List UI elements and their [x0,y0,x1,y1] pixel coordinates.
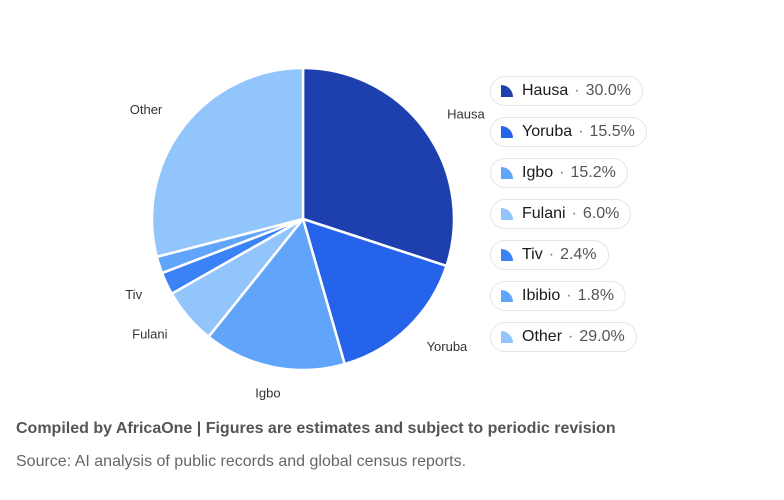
slice-label-hausa: Hausa [447,107,485,122]
legend-separator: · [559,164,565,181]
legend-item-tiv[interactable]: Tiv · 2.4% [490,240,609,270]
legend-value: 1.8% [577,287,615,304]
legend-row: Igbo · 15.2% [490,158,690,199]
legend-swatch-icon [501,208,513,220]
legend-value: 29.0% [579,328,625,345]
legend-item-yoruba[interactable]: Yoruba · 15.5% [490,117,647,147]
legend-value: 30.0% [585,82,631,99]
legend-label: Yoruba [522,123,573,140]
legend-value: 15.5% [589,123,635,140]
legend-swatch-icon [501,290,513,302]
pie-slice-labels: Hausa Yoruba Igbo Fulani Tiv Other [125,102,485,400]
pie-chart: Hausa Yoruba Igbo Fulani Tiv Other [125,66,485,401]
legend-row: Fulani · 6.0% [490,199,690,240]
legend-row: Tiv · 2.4% [490,240,690,281]
legend-value: 2.4% [560,246,597,263]
legend-swatch-icon [501,126,513,138]
legend-label: Ibibio [522,287,561,304]
legend-separator: · [571,205,577,222]
pie-slice-yoruba [301,217,448,366]
legend-swatch-icon [501,167,513,179]
legend-row: Ibibio · 1.8% [490,281,690,322]
legend-row: Other · 29.0% [490,322,690,363]
slice-label-tiv: Tiv [125,287,142,302]
legend-row: Yoruba · 15.5% [490,117,690,158]
legend-label: Tiv [522,246,543,263]
legend-separator: · [548,246,555,263]
legend-swatch-icon [501,331,513,343]
legend-label: Fulani [522,205,566,222]
slice-label-fulani: Fulani [132,326,168,341]
legend-item-hausa[interactable]: Hausa · 30.0% [490,76,643,106]
slice-label-igbo: Igbo [255,386,280,401]
legend-separator: · [568,328,574,345]
legend-label: Igbo [522,164,554,181]
slice-label-yoruba: Yoruba [427,339,468,354]
legend-swatch-icon [501,85,513,97]
legend-separator: · [574,82,580,99]
footer-compiled-note: Compiled by AfricaOne | Figures are esti… [16,420,616,437]
legend-item-igbo[interactable]: Igbo · 15.2% [490,158,628,188]
pie-slice-hausa [301,66,456,268]
pie-slice-igbo [207,217,346,372]
legend-separator: · [578,123,584,140]
legend-item-fulani[interactable]: Fulani · 6.0% [490,199,632,229]
legend-item-ibibio[interactable]: Ibibio · 1.8% [490,281,627,311]
chart-legend: Hausa · 30.0% Yoruba · 15.5% Igbo · 15.2% Fulani ·… [490,76,690,363]
legend-value: 15.2% [570,164,616,181]
legend-item-other[interactable]: Other · 29.0% [490,322,637,352]
legend-label: Hausa [522,82,569,99]
legend-value: 6.0% [582,205,620,222]
legend-row: Hausa · 30.0% [490,76,690,117]
pie-slices [150,66,456,372]
legend-label: Other [522,328,563,345]
pie-slice-other [150,66,305,259]
footer-source-note: Source: AI analysis of public records an… [16,453,467,470]
legend-separator: · [566,287,572,304]
slice-label-other: Other [130,102,163,117]
legend-swatch-icon [501,249,513,261]
